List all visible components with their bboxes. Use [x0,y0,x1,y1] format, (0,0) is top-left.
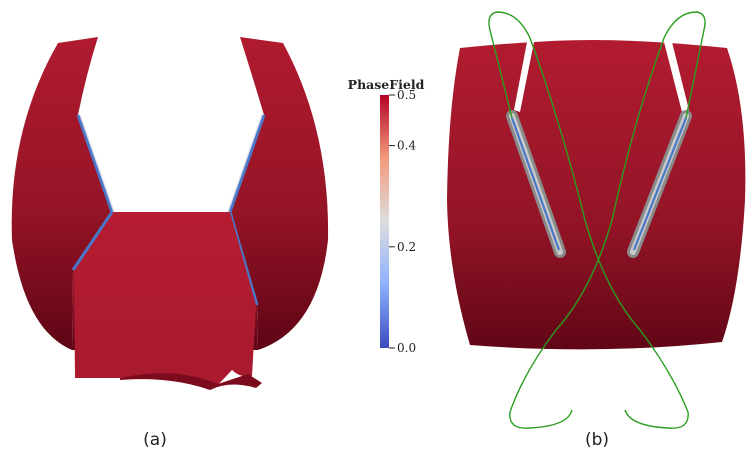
colorbar-tick-label: 0.2 [397,240,416,254]
panel-a-left-crack [76,114,114,213]
panel-b-right-crack [627,110,692,258]
panel-a-right-shell [230,37,329,350]
panel-b-label: (b) [585,430,609,450]
panel-b-shell [447,40,746,350]
panel-b-left-crack [506,110,566,258]
colorbar-ramp [380,95,389,348]
panel-a-flap-right-crack [228,211,259,306]
panel-b-green-curve-left [488,11,689,429]
panel-b-green-curve-right [509,11,706,429]
colorbar-tick-label: 0.0 [397,341,416,355]
panel-a-right-crack-halo [227,114,263,213]
colorbar-ticks: 0.5 0.4 0.2 0.0 [389,88,416,355]
colorbar-title: PhaseField [348,77,425,92]
panel-a-right-crack [228,114,266,213]
panel-b-left-notch [514,42,534,112]
panel-a-left-crack-halo [79,114,115,213]
colorbar-tick-label: 0.5 [397,88,416,102]
panel-b-right-notch [664,42,689,112]
panel-a-flap-lower-edge [120,373,262,390]
panel-a: (a) [11,37,329,450]
panel-a-flap-left-crack [71,211,114,271]
panel-a-left-shell [11,37,112,350]
panel-b: (b) [447,11,746,450]
panel-a-flap [74,212,256,388]
panel-a-label: (a) [143,430,167,450]
colorbar-tick-label: 0.4 [397,139,416,153]
colorbar: PhaseField 0.5 0.4 0.2 0.0 [348,77,425,355]
